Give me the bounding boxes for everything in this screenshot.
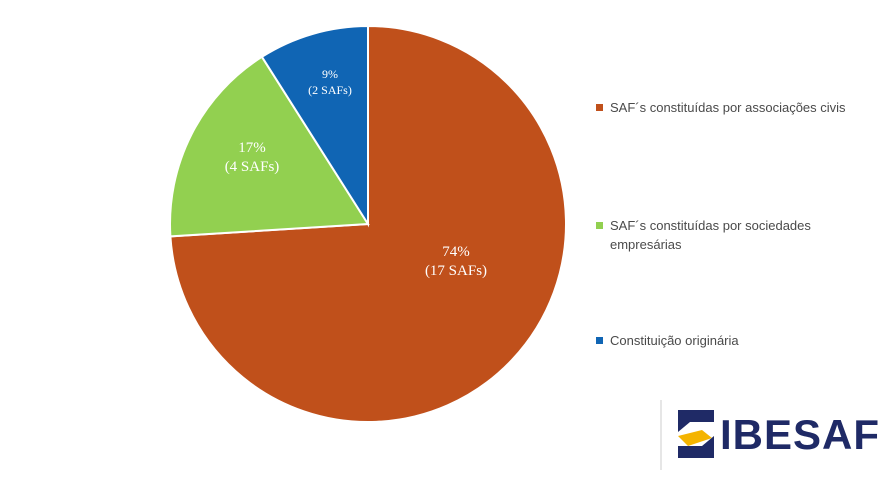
pie-label-percent-associacoes: 74% — [442, 244, 470, 260]
pie-label-count-originaria: (2 SAFs) — [308, 83, 352, 97]
legend-item-sociedades: SAF´s constituídas por sociedades empres… — [596, 216, 866, 254]
pie-slice-sociedades — [169, 55, 370, 238]
pie-label-count-associacoes: (17 SAFs) — [425, 263, 487, 279]
legend-swatch-associacoes — [596, 104, 603, 111]
legend-label-originaria: Constituição originária — [610, 333, 739, 348]
pie-label-count-sociedades: (4 SAFs) — [225, 159, 280, 175]
pie-label-percent-sociedades: 17% — [238, 140, 266, 156]
legend-label-sociedades: SAF´s constituídas por sociedades empres… — [610, 218, 811, 252]
ibesaf-logo: IBESAF — [660, 400, 878, 470]
pie-slice-originaria — [260, 24, 369, 228]
legend-swatch-sociedades — [596, 222, 603, 229]
pie-chart: 74% (17 SAFs) 17% (4 SAFs) 9% (2 SAFs) — [169, 24, 567, 423]
legend-label-associacoes: SAF´s constituídas por associações civis — [610, 100, 846, 115]
pie-label-percent-originaria: 9% — [322, 67, 338, 81]
ibesaf-logo-text: IBESAF — [720, 411, 878, 458]
ibesaf-logo-mark-icon — [678, 410, 714, 458]
legend-item-originaria: Constituição originária — [596, 331, 866, 350]
legend-item-associacoes: SAF´s constituídas por associações civis — [596, 98, 866, 117]
legend-swatch-originaria — [596, 337, 603, 344]
